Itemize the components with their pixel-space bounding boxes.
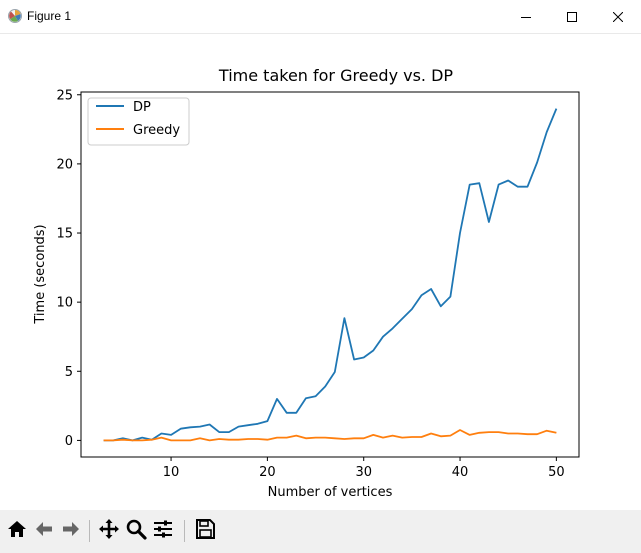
- figure-canvas[interactable]: Time taken for Greedy vs. DP 10 20 30 40 50 …: [0, 34, 641, 510]
- y-tick-label: 0: [65, 434, 73, 449]
- back-arrow-icon: [33, 518, 55, 544]
- legend-label-greedy: Greedy: [133, 123, 180, 138]
- legend-label-dp: DP: [133, 100, 151, 115]
- series-line-dp: [103, 108, 558, 442]
- pan-button[interactable]: [97, 519, 121, 543]
- configure-subplots-button[interactable]: [151, 519, 175, 543]
- x-tick-label: 10: [163, 465, 180, 480]
- y-tick-label: 15: [56, 227, 73, 242]
- line-chart: Time taken for Greedy vs. DP 10 20 30 40 50 …: [33, 66, 580, 500]
- save-icon: [194, 518, 216, 544]
- window-titlebar: Figure 1: [0, 0, 641, 34]
- minimize-icon: [521, 12, 531, 22]
- forward-arrow-icon: [60, 518, 82, 544]
- y-tick-label: 20: [56, 157, 73, 172]
- y-tick-label: 10: [56, 296, 73, 311]
- plot-frame: [80, 91, 580, 458]
- matplotlib-figure-icon: [7, 8, 23, 24]
- zoom-button[interactable]: [124, 519, 148, 543]
- subplots-icon: [152, 518, 174, 544]
- close-icon: [613, 11, 623, 22]
- pan-icon: [98, 518, 120, 544]
- home-icon: [6, 518, 28, 544]
- y-tick-label: 5: [65, 365, 73, 380]
- navigation-toolbar: [0, 510, 641, 553]
- x-tick-label: 50: [548, 465, 565, 480]
- legend-frame: [87, 97, 190, 146]
- close-button[interactable]: [595, 0, 641, 33]
- minimize-button[interactable]: [503, 0, 549, 33]
- series-lines: [103, 108, 558, 442]
- save-button[interactable]: [193, 519, 217, 543]
- toolbar-separator: [89, 520, 90, 542]
- x-axis-label: Number of vertices: [268, 485, 393, 500]
- y-tick-label: 25: [56, 88, 73, 103]
- x-tick-label: 40: [452, 465, 469, 480]
- x-axis: 10 20 30 40 50: [163, 457, 565, 480]
- toolbar-separator: [184, 520, 185, 542]
- y-axis-label: Time (seconds): [33, 224, 48, 324]
- x-tick-label: 20: [259, 465, 276, 480]
- back-button[interactable]: [32, 519, 56, 543]
- zoom-icon: [125, 518, 147, 544]
- home-button[interactable]: [5, 519, 29, 543]
- maximize-button[interactable]: [549, 0, 595, 33]
- legend: DP Greedy: [87, 97, 190, 146]
- y-axis: 0 5 10 15 20 25: [56, 88, 81, 449]
- series-line-greedy: [103, 429, 557, 442]
- forward-button[interactable]: [59, 519, 83, 543]
- x-tick-label: 30: [355, 465, 372, 480]
- chart-title: Time taken for Greedy vs. DP: [218, 66, 453, 85]
- maximize-icon: [567, 11, 577, 22]
- window-title: Figure 1: [27, 9, 72, 23]
